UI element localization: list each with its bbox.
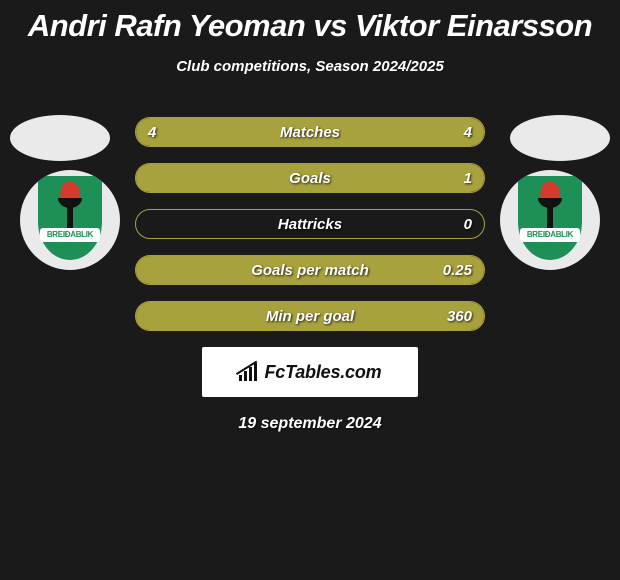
- club-badge-left: BREIÐABLIK: [20, 170, 120, 270]
- shield-icon: BREIÐABLIK: [38, 176, 102, 264]
- stat-right-value: 360: [447, 302, 472, 331]
- date-text: 19 september 2024: [0, 415, 620, 433]
- bar-chart-icon: [239, 363, 261, 381]
- stat-bars: 4 Matches 4 Goals 1 Hattricks 0 Goals pe…: [135, 117, 485, 331]
- stat-row-hattricks: Hattricks 0: [135, 209, 485, 239]
- brand-text: FcTables.com: [265, 362, 382, 383]
- stat-label: Min per goal: [136, 302, 484, 331]
- stat-right-value: 0: [464, 210, 472, 239]
- club-name-left: BREIÐABLIK: [40, 228, 100, 242]
- stat-row-goals: Goals 1: [135, 163, 485, 193]
- stat-label: Matches: [136, 118, 484, 147]
- shield-icon: BREIÐABLIK: [518, 176, 582, 264]
- subtitle: Club competitions, Season 2024/2025: [0, 58, 620, 75]
- stat-row-goals-per-match: Goals per match 0.25: [135, 255, 485, 285]
- stat-right-value: 1: [464, 164, 472, 193]
- brand-box: FcTables.com: [202, 347, 418, 397]
- player-avatar-right: [510, 115, 610, 161]
- stat-row-min-per-goal: Min per goal 360: [135, 301, 485, 331]
- comparison-card: Andri Rafn Yeoman vs Viktor Einarsson Cl…: [0, 0, 620, 433]
- stat-right-value: 4: [464, 118, 472, 147]
- stat-label: Goals: [136, 164, 484, 193]
- club-badge-right: BREIÐABLIK: [500, 170, 600, 270]
- flame-icon: [59, 181, 80, 201]
- stat-label: Hattricks: [136, 210, 484, 239]
- page-title: Andri Rafn Yeoman vs Viktor Einarsson: [0, 0, 620, 44]
- stat-row-matches: 4 Matches 4: [135, 117, 485, 147]
- club-name-right: BREIÐABLIK: [520, 228, 580, 242]
- player-avatar-left: [10, 115, 110, 161]
- stat-label: Goals per match: [136, 256, 484, 285]
- stat-right-value: 0.25: [443, 256, 472, 285]
- flame-icon: [539, 181, 560, 201]
